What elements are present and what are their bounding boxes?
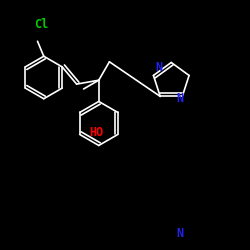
Text: Cl: Cl [34,18,48,31]
Text: N: N [155,61,162,74]
Text: N: N [176,92,183,105]
Text: HO: HO [90,126,104,139]
Text: N: N [176,227,184,240]
